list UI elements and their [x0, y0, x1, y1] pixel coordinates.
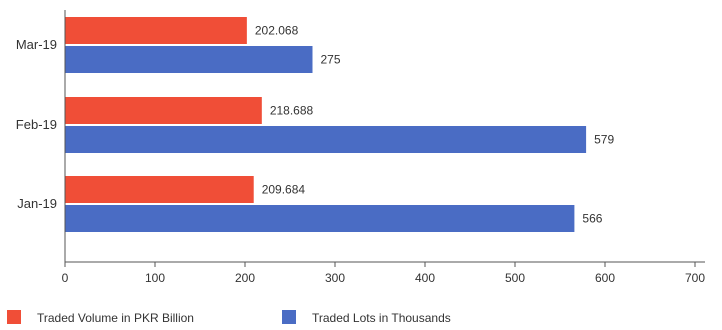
category-label: Jan-19 [17, 196, 57, 211]
category-label: Feb-19 [16, 117, 57, 132]
data-labels: 202.068 275 218.688 579 209.684 566 [255, 24, 615, 226]
data-label: 202.068 [255, 24, 299, 38]
bar [65, 97, 262, 124]
data-label: 209.684 [262, 183, 306, 197]
category-labels: Mar-19 Feb-19 Jan-19 [16, 37, 57, 211]
bars [65, 17, 587, 232]
legend-label: Traded Volume in PKR Billion [37, 311, 194, 325]
category-label: Mar-19 [16, 37, 57, 52]
legend-label: Traded Lots in Thousands [312, 311, 451, 325]
bar [65, 46, 313, 73]
bar [65, 205, 575, 232]
data-label: 579 [594, 133, 614, 147]
legend-swatch [282, 310, 296, 324]
data-label: 566 [582, 212, 602, 226]
data-label: 275 [321, 53, 341, 67]
bar [65, 176, 254, 203]
x-tick-label: 0 [62, 271, 69, 285]
x-tick-label: 600 [595, 271, 615, 285]
x-tick-label: 300 [325, 271, 345, 285]
x-axis-ticks: 0 100 200 300 400 500 600 700 [62, 262, 705, 285]
legend-swatch [7, 310, 21, 324]
x-tick-label: 700 [685, 271, 705, 285]
x-tick-label: 400 [415, 271, 435, 285]
x-tick-label: 100 [145, 271, 165, 285]
data-label: 218.688 [270, 104, 314, 118]
bar [65, 126, 587, 153]
x-tick-label: 500 [505, 271, 525, 285]
bar [65, 17, 247, 44]
legend: Traded Volume in PKR Billion Traded Lots … [7, 310, 451, 325]
x-tick-label: 200 [235, 271, 255, 285]
